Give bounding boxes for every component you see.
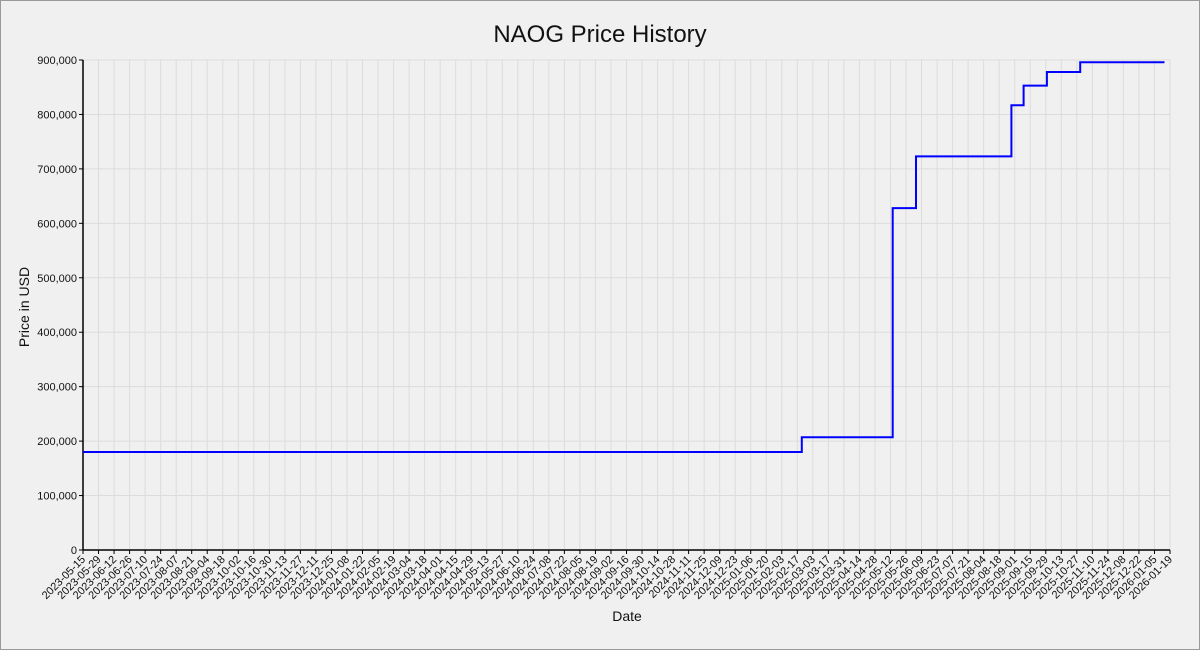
x-ticks: 2023-05-152023-05-292023-06-122023-06-26… [40,550,1175,602]
x-axis-label: Date [612,608,642,624]
price-line [83,61,1165,453]
y-tick-label: 0 [71,545,77,557]
y-tick-label: 400,000 [37,327,77,339]
y-tick-label: 500,000 [37,273,77,285]
y-tick-label: 600,000 [37,218,77,230]
y-tick-label: 700,000 [37,164,77,176]
y-tick-label: 900,000 [37,55,77,67]
y-tick-label: 300,000 [37,382,77,394]
y-tick-label: 100,000 [37,491,77,503]
y-tick-label: 800,000 [37,109,77,121]
y-tick-label: 200,000 [37,436,77,448]
chart-title: NAOG Price History [493,21,706,48]
grid [82,59,1171,551]
series [83,61,1165,453]
y-ticks: 0 100,000 200,000 300,000 400,000 500,000 600,… [37,55,83,557]
y-axis-label: Price in USD [16,267,32,347]
